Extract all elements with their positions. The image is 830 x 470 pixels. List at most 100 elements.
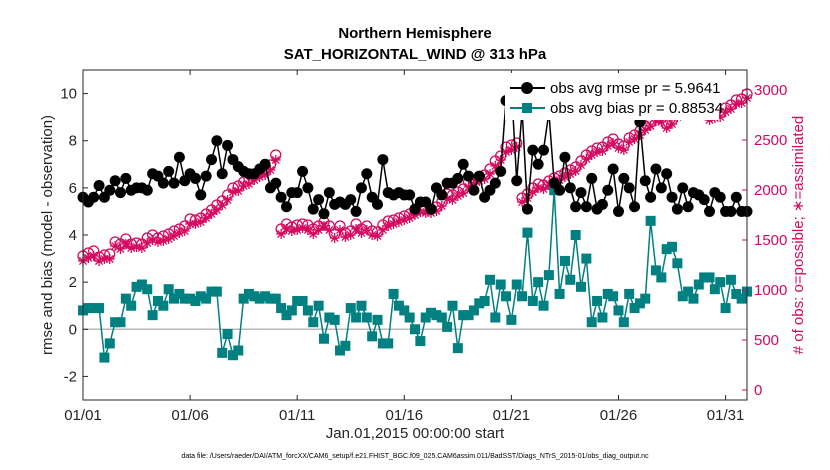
bias-point bbox=[495, 279, 506, 290]
obs-assimilated-point bbox=[281, 224, 292, 234]
bias-point bbox=[506, 314, 517, 325]
rmse-point bbox=[564, 182, 576, 194]
obs-assimilated-point bbox=[490, 161, 501, 171]
rmse-point bbox=[661, 168, 673, 180]
obs-assimilated-point bbox=[725, 104, 736, 114]
bias-point bbox=[131, 281, 142, 292]
bias-point bbox=[286, 305, 297, 316]
bias-point bbox=[645, 215, 656, 226]
bias-point bbox=[195, 291, 206, 302]
obs-assimilated-point bbox=[152, 237, 163, 247]
bias-point bbox=[463, 310, 474, 321]
rmse-point bbox=[259, 158, 271, 170]
obs-assimilated-point bbox=[468, 179, 479, 189]
rmse-point bbox=[602, 184, 614, 196]
bias-point bbox=[479, 296, 490, 306]
rmse-point bbox=[570, 201, 582, 213]
obs-assimilated-point bbox=[393, 217, 404, 227]
legend-rmse-label: obs avg rmse pr = 5.9641 bbox=[550, 80, 721, 97]
rmse-point bbox=[270, 177, 282, 189]
bias-point bbox=[634, 298, 645, 309]
obs-assimilated-point bbox=[276, 229, 287, 239]
obs-assimilated-point bbox=[340, 232, 351, 242]
bias-point bbox=[538, 300, 549, 311]
rmse-point bbox=[645, 191, 657, 203]
obs-assimilated-point bbox=[613, 143, 624, 153]
obs-assimilated-point bbox=[201, 213, 212, 223]
bias-point bbox=[136, 279, 147, 290]
bias-point bbox=[281, 310, 292, 321]
x-tick-label: 01/01 bbox=[64, 407, 102, 424]
obs-assimilated-point bbox=[83, 253, 94, 263]
rmse-point bbox=[495, 165, 507, 177]
bias-point bbox=[656, 272, 667, 283]
x-tick-label: 01/26 bbox=[600, 407, 638, 424]
bias-point bbox=[725, 274, 736, 285]
rmse-point bbox=[650, 163, 662, 175]
obs-assimilated-point bbox=[570, 166, 581, 176]
rmse-point bbox=[463, 170, 475, 182]
x-tick-label: 01/31 bbox=[707, 407, 745, 424]
bias-point bbox=[233, 345, 244, 356]
bias-point bbox=[709, 284, 720, 295]
y2-axis-label: # of obs: o=possible; ∗=assimilated bbox=[790, 116, 807, 355]
bias-point bbox=[308, 317, 319, 328]
rmse-point bbox=[629, 201, 641, 213]
y-tick-label: 6 bbox=[69, 180, 77, 197]
bias-point bbox=[126, 300, 137, 311]
obs-assimilated-point bbox=[667, 119, 678, 129]
rmse-point bbox=[677, 182, 689, 194]
obs-assimilated-point bbox=[110, 241, 121, 251]
obs-assimilated-point bbox=[559, 172, 570, 182]
rmse-point bbox=[120, 172, 132, 184]
obs-assimilated-point bbox=[431, 206, 442, 216]
rmse-point bbox=[173, 151, 185, 163]
obs-assimilated-point bbox=[640, 125, 651, 135]
obs-assimilated-point bbox=[179, 226, 190, 236]
bias-point bbox=[393, 300, 404, 311]
obs-assimilated-point bbox=[420, 208, 431, 218]
obs-assimilated-point bbox=[126, 243, 137, 253]
bias-point bbox=[206, 286, 217, 297]
rmse-series-layer bbox=[77, 81, 753, 220]
obs-assimilated-point bbox=[463, 182, 474, 192]
bias-point bbox=[372, 314, 383, 325]
rmse-point bbox=[698, 194, 710, 206]
bias-point bbox=[426, 307, 437, 318]
obs-assimilated-point bbox=[736, 98, 747, 108]
x-tick-label: 01/11 bbox=[279, 407, 315, 424]
rmse-point bbox=[618, 172, 630, 184]
obs-assimilated-point bbox=[286, 226, 297, 236]
bias-point bbox=[624, 288, 635, 299]
bias-point bbox=[265, 293, 276, 304]
obs-assimilated-point bbox=[254, 172, 265, 182]
y2-tick-label: 2000 bbox=[754, 182, 787, 199]
rmse-point bbox=[93, 180, 105, 191]
obs-assimilated-point bbox=[458, 188, 469, 198]
bias-point bbox=[244, 288, 254, 299]
bias-point bbox=[586, 317, 597, 328]
rmse-point bbox=[596, 198, 608, 210]
obs-assimilated-point bbox=[211, 205, 222, 215]
rmse-point bbox=[104, 184, 116, 196]
bias-point bbox=[527, 296, 538, 306]
bias-point bbox=[484, 274, 495, 285]
bias-point bbox=[693, 279, 704, 290]
rmse-point bbox=[200, 170, 212, 182]
rmse-point bbox=[88, 191, 100, 203]
bias-point bbox=[238, 293, 249, 304]
obs-assimilated-point bbox=[308, 229, 319, 239]
obs-assimilated-point bbox=[115, 244, 126, 254]
obs-assimilated-point bbox=[543, 180, 554, 190]
obs-assimilated-point bbox=[527, 187, 538, 197]
obs-assimilated-point bbox=[217, 200, 228, 210]
y-tick-label: 8 bbox=[69, 133, 77, 150]
rmse-point bbox=[361, 168, 373, 180]
rmse-point bbox=[607, 163, 619, 175]
bias-point bbox=[335, 345, 346, 356]
rmse-point bbox=[730, 191, 742, 203]
rmse-point bbox=[580, 201, 592, 213]
bias-point bbox=[699, 272, 710, 283]
obs-assimilated-point bbox=[335, 225, 346, 235]
bias-point bbox=[447, 300, 458, 311]
